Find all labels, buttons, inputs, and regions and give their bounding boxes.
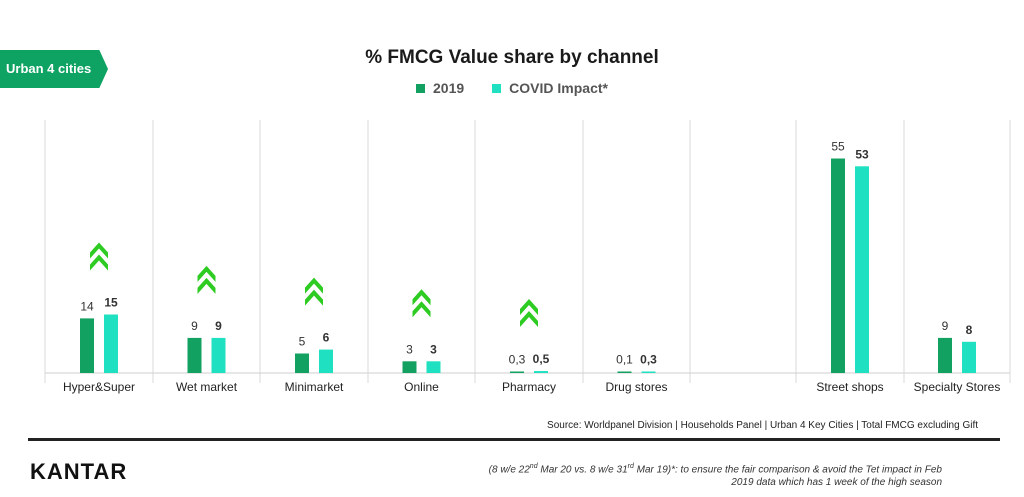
- category-label-1: Wet market: [176, 380, 238, 394]
- data-label-covid-5: 0,3: [640, 353, 657, 367]
- category-label-0: Hyper&Super: [63, 380, 135, 394]
- data-label-2019-3: 3: [406, 342, 413, 356]
- kantar-logo: KANTAR: [30, 459, 128, 484]
- footnote-part-a: (8 w/e 22: [488, 464, 530, 476]
- data-label-covid-0: 15: [104, 296, 118, 310]
- data-label-2019-5: 0,1: [616, 353, 633, 367]
- bar-covid-2: [319, 349, 333, 373]
- increase-arrow-icon-0: [90, 242, 108, 271]
- footnote-part-b: Mar 20 vs. 8 w/e 31: [537, 464, 628, 476]
- footnote-part-c: Mar 19)*: to ensure the fair comparison …: [633, 464, 942, 476]
- bar-2019-8: [938, 337, 952, 373]
- category-label-3: Online: [404, 380, 439, 394]
- data-label-covid-4: 0,5: [533, 352, 550, 366]
- bar-chart: 14 15 Hyper&Super 9 9 Wet market 5 6 Minimarket 3…: [44, 120, 1011, 394]
- increase-arrow-icon-2: [305, 277, 323, 306]
- category-label-5: Drug stores: [605, 380, 667, 394]
- category-label-2: Minimarket: [285, 380, 344, 394]
- data-label-covid-7: 53: [855, 147, 869, 161]
- data-label-covid-8: 8: [966, 323, 973, 337]
- bar-2019-2: [295, 353, 309, 373]
- data-label-covid-2: 6: [323, 331, 330, 345]
- legend-label-2019: 2019: [433, 80, 465, 96]
- data-label-covid-1: 9: [215, 319, 222, 333]
- bar-2019-5: [617, 371, 632, 373]
- data-label-2019-4: 0,3: [509, 353, 526, 367]
- data-label-2019-1: 9: [191, 319, 198, 333]
- category-label-4: Pharmacy: [502, 380, 556, 394]
- region-tag: Urban 4 cities: [0, 50, 108, 88]
- bar-covid-1: [211, 337, 226, 373]
- bar-covid-3: [426, 361, 441, 373]
- increase-arrow-icon-4: [520, 299, 538, 328]
- footnote-line-2: 2019 data which has 1 week of the high s…: [731, 477, 942, 489]
- bar-covid-0: [104, 314, 118, 373]
- bar-covid-5: [641, 371, 656, 373]
- bar-2019-3: [402, 361, 417, 373]
- legend-item-2019: 2019: [416, 80, 464, 96]
- increase-arrow-icon-1: [197, 265, 216, 294]
- legend: 2019 COVID Impact*: [0, 80, 1024, 96]
- chart-title: % FMCG Value share by channel: [365, 47, 659, 68]
- legend-item-covid: COVID Impact*: [492, 80, 608, 96]
- category-label-7: Street shops: [816, 380, 883, 394]
- footnote-sup-1: nd: [529, 463, 538, 470]
- data-label-2019-8: 9: [942, 319, 949, 333]
- bar-2019-1: [187, 337, 202, 373]
- category-label-8: Specialty Stores: [914, 380, 1001, 394]
- legend-swatch-covid: [492, 83, 502, 93]
- footer-divider: [28, 438, 1000, 441]
- data-label-2019-2: 5: [299, 335, 306, 349]
- footnote: (8 w/e 22nd Mar 20 vs. 8 w/e 31rd Mar 19…: [382, 460, 942, 489]
- data-label-2019-7: 55: [831, 140, 845, 154]
- source-note: Source: Worldpanel Division | Households…: [547, 420, 978, 431]
- bar-2019-4: [510, 371, 524, 373]
- bar-2019-0: [80, 318, 94, 373]
- bar-covid-4: [534, 371, 548, 373]
- legend-label-covid: COVID Impact*: [509, 80, 608, 96]
- increase-arrow-icon-3: [412, 289, 431, 318]
- bar-2019-7: [831, 158, 845, 373]
- footnote-sup-2: rd: [627, 463, 634, 470]
- data-label-covid-3: 3: [430, 342, 437, 356]
- legend-swatch-2019: [416, 83, 426, 93]
- data-label-2019-0: 14: [80, 299, 94, 313]
- bar-covid-7: [855, 166, 869, 373]
- bar-covid-8: [962, 341, 976, 373]
